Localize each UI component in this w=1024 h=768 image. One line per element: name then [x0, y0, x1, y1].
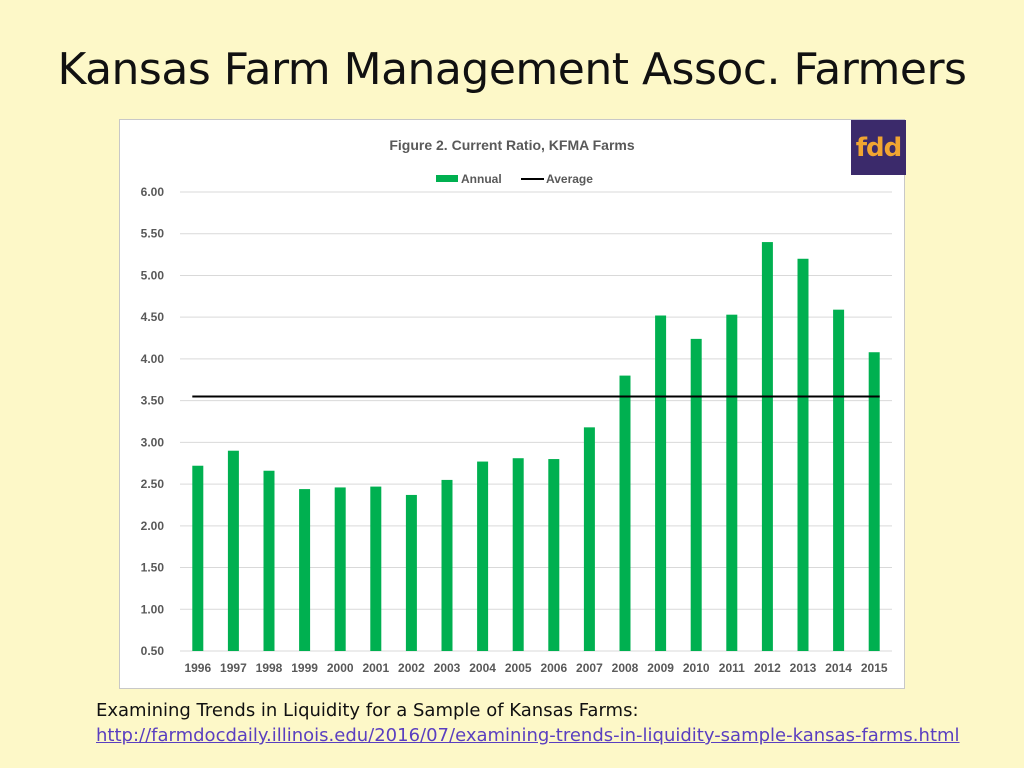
y-tick-label: 1.00 [141, 602, 165, 616]
x-tick-label: 2009 [647, 661, 674, 675]
chart-container: Figure 2. Current Ratio, KFMA Farms Annu… [119, 119, 906, 689]
x-tick-label: 2005 [505, 661, 532, 675]
y-tick-label: 2.00 [141, 519, 165, 533]
y-tick-label: 3.00 [141, 435, 165, 449]
x-tick-label: 2011 [719, 661, 745, 675]
slide-title: Kansas Farm Management Assoc. Farmers [57, 44, 967, 95]
bar-1996 [192, 465, 204, 651]
bar-1998 [263, 470, 275, 651]
bar-2007 [583, 427, 595, 651]
bar-2008 [619, 375, 631, 651]
x-tick-label: 2015 [861, 661, 888, 675]
bar-2003 [441, 479, 453, 651]
x-tick-label: 2004 [469, 661, 496, 675]
x-tick-label: 2010 [683, 661, 710, 675]
x-tick-label: 2003 [434, 661, 461, 675]
bar-2013 [797, 258, 809, 651]
source-link[interactable]: http://farmdocdaily.illinois.edu/2016/07… [96, 725, 960, 746]
y-tick-label: 0.50 [141, 644, 165, 658]
x-tick-label: 2002 [398, 661, 425, 675]
bar-2004 [477, 461, 489, 651]
legend: Annual Average [436, 172, 593, 186]
legend-average-label: Average [546, 172, 593, 186]
bar-2001 [370, 486, 382, 651]
x-tick-label: 2007 [576, 661, 603, 675]
bar-2002 [405, 494, 417, 651]
legend-annual-swatch [436, 175, 458, 182]
bar-2014 [833, 309, 845, 651]
legend-annual-label: Annual [461, 172, 502, 186]
bar-1999 [299, 489, 311, 651]
y-tick-label: 5.00 [141, 268, 165, 282]
x-tick-label: 2006 [540, 661, 567, 675]
bar-2005 [512, 458, 524, 651]
x-tick-label: 2012 [754, 661, 781, 675]
y-tick-label: 6.00 [141, 185, 165, 199]
bar-chart: Figure 2. Current Ratio, KFMA Farms Annu… [141, 137, 892, 675]
bar-2011 [726, 314, 738, 651]
bar-2015 [868, 352, 880, 651]
x-tick-label: 2014 [825, 661, 852, 675]
y-tick-label: 5.50 [141, 227, 165, 241]
chart-title: Figure 2. Current Ratio, KFMA Farms [389, 137, 635, 153]
bar-2009 [655, 315, 667, 651]
fdd-logo: fdd [851, 120, 906, 175]
x-tick-label: 1999 [291, 661, 318, 675]
x-tick-label: 2001 [362, 661, 389, 675]
bar-2012 [761, 242, 773, 651]
y-tick-label: 4.50 [141, 310, 165, 324]
bar-2000 [334, 487, 346, 651]
y-tick-label: 3.50 [141, 394, 165, 408]
x-tick-label: 2008 [612, 661, 639, 675]
bar-2006 [548, 459, 560, 651]
bar-2010 [690, 338, 702, 651]
bar-1997 [227, 450, 239, 651]
x-tick-label: 2013 [790, 661, 817, 675]
caption-text: Examining Trends in Liquidity for a Samp… [96, 700, 639, 721]
y-tick-label: 4.00 [141, 352, 165, 366]
x-tick-label: 1997 [220, 661, 247, 675]
y-tick-label: 2.50 [141, 477, 165, 491]
x-tick-label: 1996 [184, 661, 211, 675]
y-tick-label: 1.50 [141, 561, 165, 575]
x-tick-label: 1998 [256, 661, 283, 675]
x-tick-label: 2000 [327, 661, 354, 675]
